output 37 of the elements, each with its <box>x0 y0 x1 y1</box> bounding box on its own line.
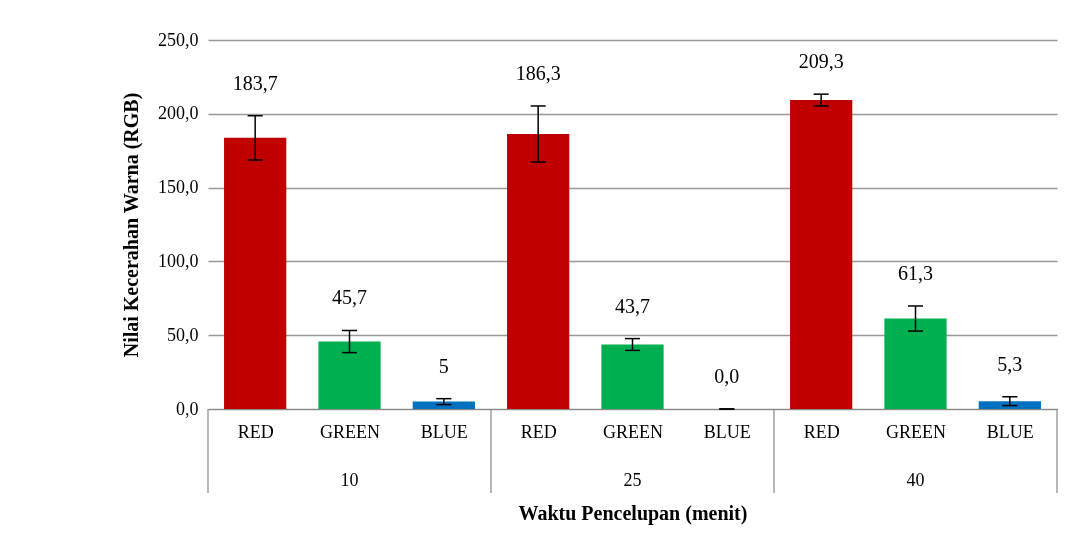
text: 40 <box>906 470 925 490</box>
y-tick-label: 0,0 <box>176 398 199 419</box>
x-tick-label: GREEN <box>320 421 380 442</box>
data-label: 183,7 <box>232 71 278 94</box>
y-tick-label: 150,0 <box>158 177 199 198</box>
y-tick-label: 50,0 <box>167 324 199 345</box>
x-tick-label: BLUE <box>986 421 1034 442</box>
data-label: 0,0 <box>714 365 740 387</box>
x-axis-title: Waktu Pencelupan (menit) <box>518 501 748 525</box>
bar <box>978 401 1041 409</box>
data-label: 5 <box>438 354 449 377</box>
x-tick-label: GREEN <box>603 421 663 442</box>
x-tick-label: GREEN <box>886 421 946 442</box>
text: 10 <box>340 470 359 490</box>
data-label: 209,3 <box>798 50 844 73</box>
y-tick-label: 100,0 <box>158 250 199 271</box>
y-tick-label: 200,0 <box>158 103 199 124</box>
data-label: 43,7 <box>615 294 650 317</box>
x-tick-label: RED <box>520 421 557 442</box>
bar <box>884 318 947 409</box>
x-tick-label: RED <box>803 421 840 442</box>
y-tick-label: 250,0 <box>158 29 199 50</box>
y-axis-title: Nilai Kecerahan Warna (RGB) <box>120 92 143 358</box>
x-tick-label: RED <box>237 421 274 442</box>
data-label: 61,3 <box>898 261 933 284</box>
bar <box>224 137 287 409</box>
text: 25 <box>623 470 642 490</box>
data-label: 45,7 <box>332 286 367 309</box>
bar <box>318 341 381 409</box>
data-label: 186,3 <box>515 61 561 84</box>
bar <box>790 100 853 409</box>
x-tick-label: BLUE <box>703 421 751 442</box>
data-label: 5,3 <box>997 352 1023 375</box>
bar <box>412 401 475 409</box>
x-tick-label: BLUE <box>420 421 468 442</box>
bar <box>507 134 570 409</box>
bar <box>601 344 664 409</box>
